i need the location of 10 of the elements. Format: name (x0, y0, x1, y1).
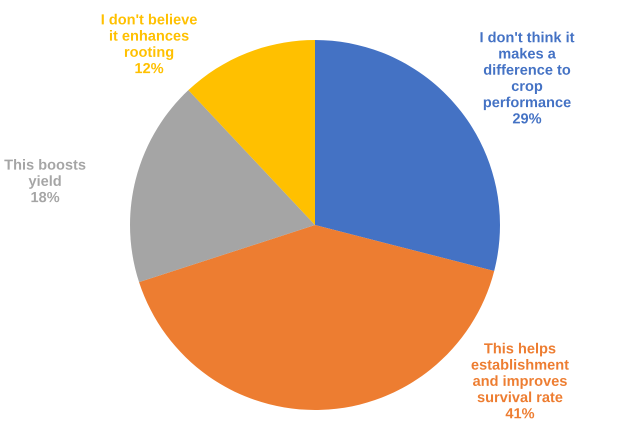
data-label: 18% (31, 192, 60, 202)
pie-slice (188, 40, 315, 225)
data-label: 12% (135, 62, 164, 74)
slice-label: This boosts yield (4, 159, 86, 189)
data-label: 41% (506, 408, 534, 418)
slice-label: I don't think it makes a difference to crop performance (480, 32, 574, 110)
slice-label: I don't believe it enhances rooting (102, 14, 197, 60)
data-label: 29% (512, 113, 542, 124)
pie-slice (130, 90, 315, 282)
slice-label: This helps establishment and improves survival rate (472, 342, 569, 402)
